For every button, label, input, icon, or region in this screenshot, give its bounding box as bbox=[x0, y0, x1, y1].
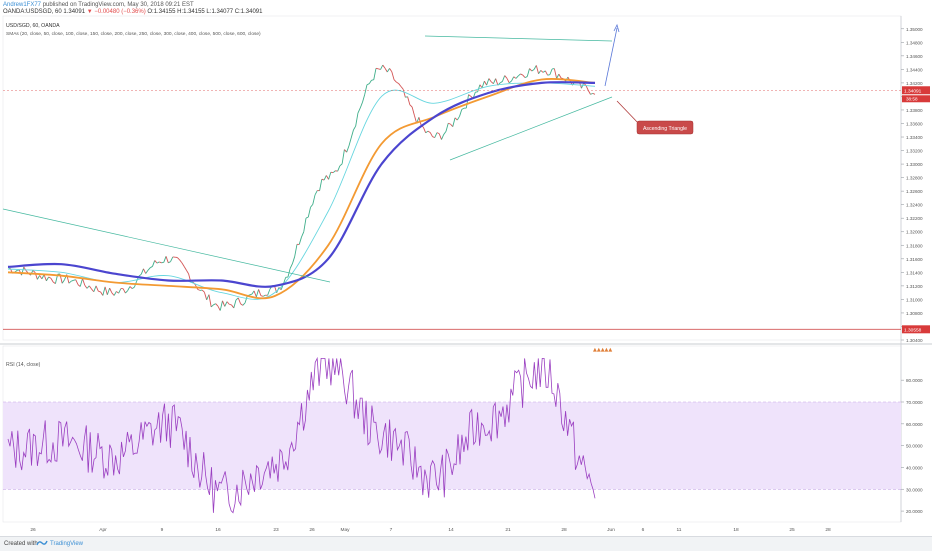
price-tick-label: 1.35000 bbox=[906, 27, 923, 32]
price-tick-label: 1.32200 bbox=[906, 216, 923, 221]
price-tick-label: 1.32400 bbox=[906, 203, 923, 208]
price-tick-label: 1.34600 bbox=[906, 54, 923, 59]
x-axis-label: 7 bbox=[390, 527, 393, 533]
price-tick-label: 1.32600 bbox=[906, 189, 923, 194]
price-tick-label: 1.30800 bbox=[906, 311, 923, 316]
x-axis-label: 23 bbox=[273, 527, 279, 533]
x-axis-label: 14 bbox=[448, 527, 454, 533]
price-tick-label: 1.32000 bbox=[906, 230, 923, 235]
x-axis-label: 25 bbox=[789, 527, 795, 533]
support-price-label: 1.30558 bbox=[904, 327, 922, 333]
x-axis-label: Jun bbox=[607, 527, 615, 533]
price-tick-label: 1.33400 bbox=[906, 135, 923, 140]
tradingview-brand[interactable]: TradingView bbox=[50, 541, 83, 547]
x-axis-label: 26 bbox=[309, 527, 315, 533]
price-candle bbox=[261, 296, 263, 297]
rsi-tick-label: 60.0000 bbox=[906, 422, 923, 427]
price-candle bbox=[250, 294, 252, 295]
tradingview-logo-icon bbox=[36, 539, 48, 548]
price-pane bbox=[3, 16, 901, 340]
x-axis-label: 26 bbox=[30, 527, 36, 533]
countdown-label: 38:58 bbox=[906, 96, 918, 101]
rsi-tick-label: 70.0000 bbox=[906, 400, 923, 405]
price-tick-label: 1.33200 bbox=[906, 149, 923, 154]
rsi-band bbox=[3, 402, 901, 489]
price-tick-label: 1.32800 bbox=[906, 176, 923, 181]
x-axis-label: 9 bbox=[161, 527, 164, 533]
x-axis-label: 28 bbox=[561, 527, 567, 533]
x-axis-label: Apr bbox=[99, 527, 107, 533]
x-axis-label: 18 bbox=[733, 527, 739, 533]
rsi-legend: RSI (14, close) bbox=[6, 362, 41, 368]
price-tick-label: 1.31400 bbox=[906, 270, 923, 275]
current-price-label: 1.34091 bbox=[904, 88, 922, 94]
x-axis-label: 11 bbox=[677, 527, 682, 533]
created-with-text: Created with bbox=[4, 541, 38, 547]
x-axis-label: 28 bbox=[825, 527, 831, 533]
x-axis-label: 21 bbox=[505, 527, 511, 533]
x-axis-label: May bbox=[340, 527, 350, 533]
rsi-tick-label: 80.0000 bbox=[906, 378, 923, 383]
rsi-tick-label: 20.0000 bbox=[906, 509, 923, 514]
price-tick-label: 1.31600 bbox=[906, 257, 923, 262]
price-candle bbox=[371, 80, 373, 81]
price-tick-label: 1.31000 bbox=[906, 297, 923, 302]
rsi-tick-label: 30.0000 bbox=[906, 487, 923, 492]
rsi-tick-label: 50.0000 bbox=[906, 444, 923, 449]
price-tick-label: 1.30400 bbox=[906, 338, 923, 343]
annotation-label: Ascending Triangle bbox=[643, 126, 687, 132]
price-legend-symbol: USD/SGD, 60, OANDA bbox=[6, 23, 60, 29]
price-tick-label: 1.33800 bbox=[906, 108, 923, 113]
event-markers: ▲▲▲▲▲ bbox=[593, 347, 612, 353]
price-tick-label: 1.34800 bbox=[906, 40, 923, 45]
sma-legend: SMAs (20, close, 50, close, 100, close, … bbox=[6, 31, 261, 37]
footer-bar: Created with TradingView bbox=[0, 536, 932, 551]
price-tick-label: 1.33600 bbox=[906, 121, 923, 126]
x-axis-label: 16 bbox=[215, 527, 221, 533]
price-tick-label: 1.31800 bbox=[906, 243, 923, 248]
rsi-tick-label: 40.0000 bbox=[906, 465, 923, 470]
chart-canvas[interactable]: 1.35000 1.34800 1.34600 1.34400 1.34200 1.340… bbox=[0, 0, 932, 536]
price-tick-label: 1.34200 bbox=[906, 81, 923, 86]
x-axis-label: 6 bbox=[642, 527, 645, 533]
price-tick-label: 1.34400 bbox=[906, 67, 923, 72]
price-tick-label: 1.33000 bbox=[906, 162, 923, 167]
price-tick-label: 1.31200 bbox=[906, 284, 923, 289]
